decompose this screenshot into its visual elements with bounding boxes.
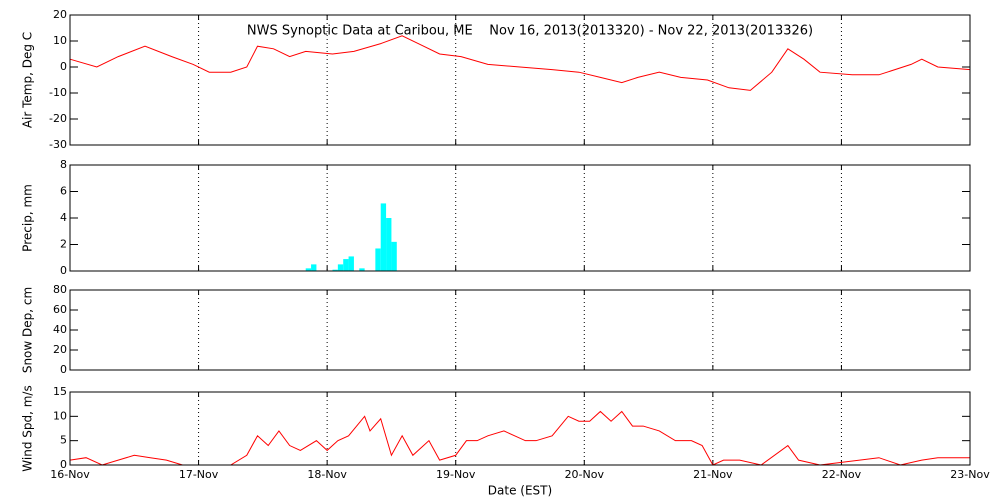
x-tick-label: 20-Nov	[565, 468, 605, 481]
plot-frame	[69, 164, 971, 272]
y-tick-label: 6	[60, 185, 67, 198]
line	[69, 410, 970, 466]
y-tick-label: -20	[49, 112, 67, 125]
plot-frame	[69, 14, 971, 146]
bar	[348, 256, 354, 271]
plot-frame	[69, 391, 971, 466]
bar	[337, 264, 344, 271]
y-tick-label: -30	[49, 138, 67, 151]
y-tick-label: 40	[53, 323, 67, 336]
y-axis-label: Wind Spd, m/s	[21, 385, 35, 471]
chart-title: NWS Synoptic Data at Caribou, ME Nov 16,…	[247, 24, 813, 39]
y-tick-label: 10	[53, 409, 67, 422]
line	[69, 35, 971, 91]
x-tick-label: 23-Nov	[950, 468, 990, 481]
y-tick-label: 20	[53, 8, 67, 21]
bar	[391, 241, 397, 271]
y-tick-label: 15	[53, 385, 67, 398]
y-tick-label: 0	[60, 458, 67, 471]
y-tick-label: 60	[53, 303, 67, 316]
y-tick-label: 80	[53, 283, 67, 296]
y-tick-label: 10	[53, 34, 67, 47]
y-tick-label: 4	[60, 211, 67, 224]
x-tick-label: 21-Nov	[693, 468, 733, 481]
y-tick-label: 8	[60, 158, 67, 171]
y-tick-label: 20	[53, 343, 67, 356]
y-axis-label: Precip, mm	[21, 184, 35, 252]
x-tick-label: 16-Nov	[50, 468, 90, 481]
bar	[359, 268, 365, 271]
y-tick-label: -10	[49, 86, 67, 99]
plot-frame	[69, 289, 971, 371]
x-tick-label: 22-Nov	[822, 468, 862, 481]
bar	[311, 264, 317, 271]
y-tick-label: 0	[60, 363, 67, 376]
y-axis-label: Air Temp, Deg C	[21, 32, 35, 128]
x-tick-label: 18-Nov	[307, 468, 347, 481]
y-tick-label: 2	[60, 238, 67, 251]
bar	[380, 203, 387, 271]
y-tick-label: 0	[60, 60, 67, 73]
bar	[375, 248, 381, 271]
bar	[305, 268, 312, 271]
y-axis-label: Snow Dep, cm	[21, 287, 35, 373]
x-tick-label: 19-Nov	[436, 468, 476, 481]
bar	[332, 269, 338, 271]
y-tick-label: 5	[60, 434, 67, 447]
bar	[386, 218, 392, 271]
x-axis-label: Date (EST)	[488, 484, 552, 498]
bar	[343, 259, 349, 271]
y-tick-label: 0	[60, 264, 67, 277]
x-tick-label: 17-Nov	[179, 468, 219, 481]
